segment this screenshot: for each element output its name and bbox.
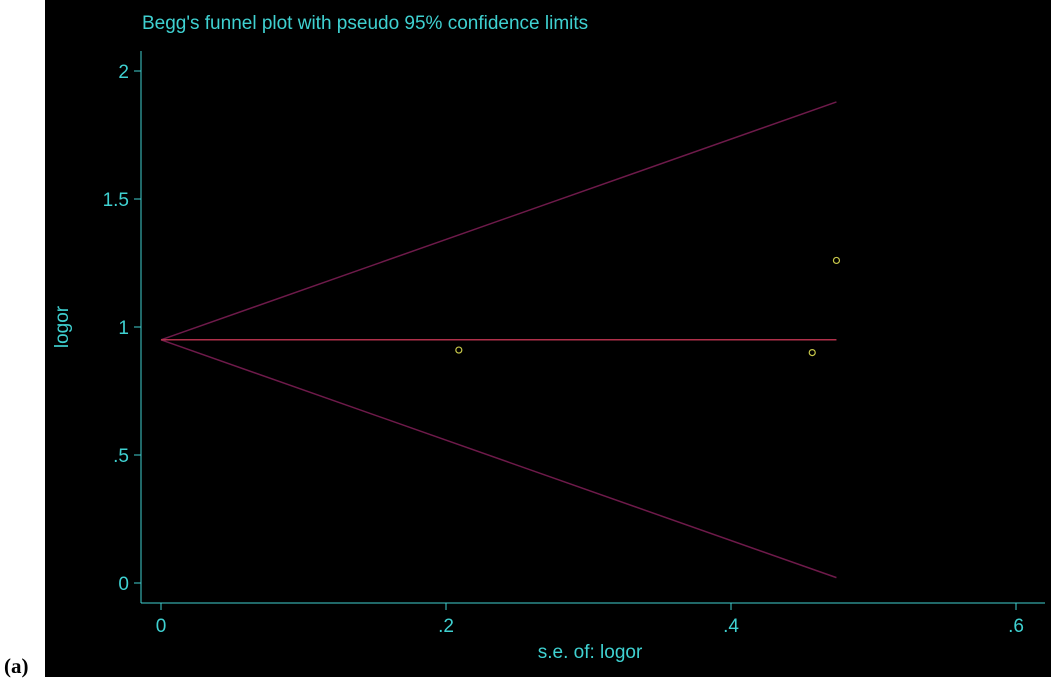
study-point [808,349,816,357]
chart-frame: Begg's funnel plot with pseudo 95% confi… [45,0,1051,677]
y-tick-label: 1 [118,318,129,339]
upper-confidence-limit [160,101,837,341]
funnel-plot: Begg's funnel plot with pseudo 95% confi… [52,13,1045,663]
study-point [455,346,463,354]
x-tick-label: .4 [723,616,739,637]
y-tick-label: 1.5 [103,190,129,211]
x-tick-label: .6 [1008,616,1024,637]
x-axis-label: s.e. of: logor [538,642,643,663]
y-axis-label: logor [52,305,73,348]
x-tick-label: 0 [156,616,167,637]
y-tick-label: .5 [113,446,129,467]
lower-confidence-limit [160,339,837,579]
y-tick-label: 2 [118,62,129,83]
chart-title: Begg's funnel plot with pseudo 95% confi… [142,13,588,34]
panel-label: (a) [4,654,29,678]
y-tick-label: 0 [118,574,129,595]
study-point [832,256,841,265]
x-tick-label: .2 [438,616,454,637]
